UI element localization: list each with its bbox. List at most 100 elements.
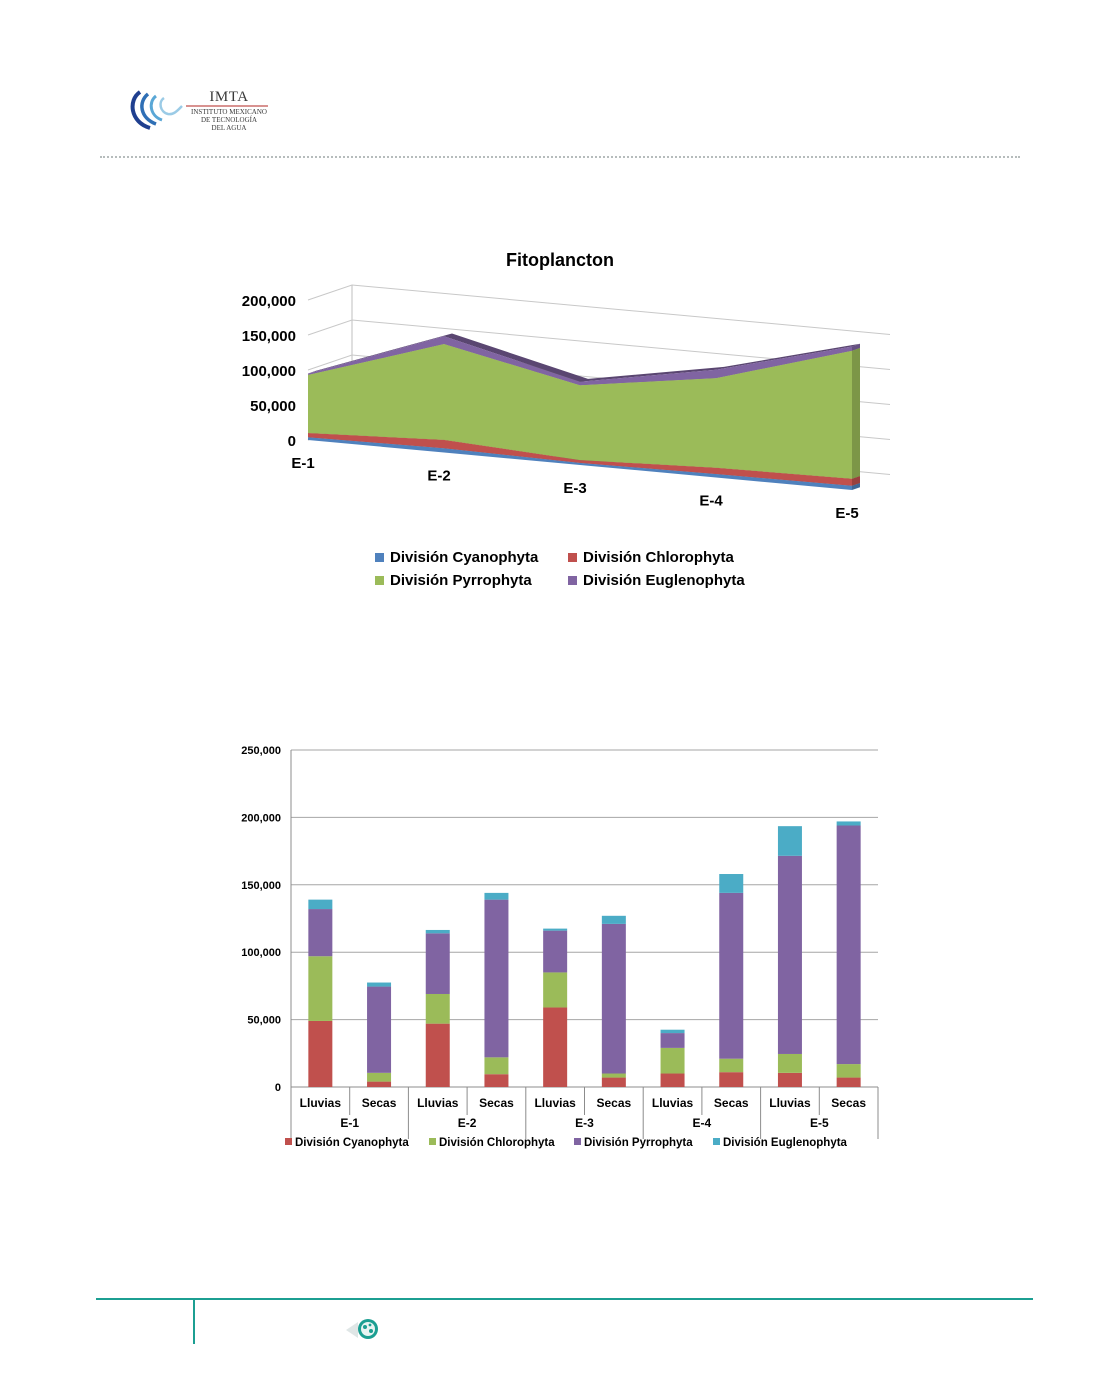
bar-segment: [425, 1023, 450, 1087]
area-end-face: [852, 483, 860, 490]
y-tick-label: 150,000: [242, 328, 296, 345]
x-tick-label: Secas: [831, 1096, 866, 1110]
x-tick-label: E-3: [563, 480, 586, 497]
gridline: [307, 284, 897, 336]
bar-segment: [777, 1053, 802, 1073]
legend-swatch: [285, 1138, 292, 1145]
legend-label: División Chlorophyta: [439, 1137, 555, 1149]
bar-segment: [484, 899, 509, 1058]
legend-item: División Euglenophyta: [713, 1137, 848, 1149]
bar-segment: [601, 915, 626, 924]
y-tick-labels: 200,000 150,000 100,000 50,000 0: [242, 293, 296, 450]
legend-swatch: [574, 1138, 581, 1145]
bar-segment: [367, 982, 392, 987]
legend-swatch: [568, 576, 577, 585]
gridline: [307, 319, 897, 371]
bar-segment: [484, 1057, 509, 1075]
x-tick-label: Secas: [479, 1096, 514, 1110]
bar-segment: [484, 892, 509, 900]
legend-swatch: [429, 1138, 436, 1145]
y-tick-label: 200,000: [242, 293, 296, 310]
area-chart-3d-svg: Fitoplancton 200,000 150,000 100,000 50,000…: [242, 250, 897, 589]
bar-segment: [719, 892, 744, 1059]
bar-segment: [836, 825, 861, 1065]
y-tick-label: 100,000: [241, 947, 281, 959]
footer-margin-bar: [193, 1299, 195, 1344]
x-tick-labels: E-1 E-2 E-3 E-4 E-5: [291, 455, 858, 522]
x-tick-labels: Lluvias Secas Lluvias Secas Lluvias Secas Lluv…: [300, 1087, 879, 1139]
legend-label: División Euglenophyta: [583, 572, 745, 589]
bar-segment: [777, 1072, 802, 1087]
bar-segment: [777, 855, 802, 1054]
bar-segment: [836, 1077, 861, 1087]
legend-label: División Pyrrophyta: [584, 1137, 693, 1149]
bar-segment: [719, 1072, 744, 1087]
x-tick-label: Lluvias: [300, 1096, 342, 1110]
bar-segment: [308, 899, 333, 910]
y-tick-label: 200,000: [241, 812, 281, 824]
area-end-face: [852, 347, 860, 479]
area-chart-3d: Fitoplancton 200,000 150,000 100,000 50,000…: [220, 240, 897, 610]
legend-item: División Chlorophyta: [429, 1137, 555, 1149]
imta-logo: [126, 86, 276, 136]
bar-segment: [425, 933, 450, 994]
x-tick-label: E-5: [835, 505, 858, 522]
x-tick-label: E-1: [291, 455, 314, 472]
bar-segment: [601, 1077, 626, 1087]
logo-subtitle-line1: INSTITUTO MEXICANO: [191, 108, 267, 116]
x-tick-label: Secas: [362, 1096, 397, 1110]
bar-segment: [308, 956, 333, 1021]
y-tick-label: 100,000: [242, 363, 296, 380]
bar-segment: [836, 1064, 861, 1078]
bar-segment: [425, 993, 450, 1024]
footer-divider: [96, 1298, 1033, 1300]
group-label: E-5: [810, 1116, 829, 1130]
x-tick-label: Lluvias: [652, 1096, 694, 1110]
area-end-face: [852, 343, 860, 351]
bar-segment: [484, 1074, 509, 1087]
bar-segment: [543, 972, 568, 1008]
area-front-face: [308, 433, 852, 486]
area-front-face: [308, 344, 852, 479]
bar-segment: [660, 1033, 685, 1048]
bar-segment: [543, 928, 568, 931]
area-series-división-pyrrophyta: [308, 341, 860, 479]
globe-icon: [346, 1319, 378, 1339]
group-label: E-4: [693, 1116, 712, 1130]
bar-segment: [367, 1081, 392, 1087]
bar-segment: [777, 826, 802, 856]
logo-subtitle-line2: DE TECNOLOGÍA: [200, 116, 258, 124]
legend-item: División Euglenophyta: [568, 572, 745, 589]
x-tick-label: E-2: [427, 468, 450, 485]
chart-legend: División Cyanophyta División Chlorophyta D…: [285, 1137, 848, 1149]
bar-segment: [308, 909, 333, 957]
area-front-face: [308, 336, 852, 386]
bar-segment: [836, 821, 861, 826]
legend-swatch: [375, 553, 384, 562]
legend-item: División Cyanophyta: [285, 1137, 409, 1149]
group-label: E-2: [458, 1116, 477, 1130]
bar-segment: [425, 929, 450, 934]
area-front-face: [308, 437, 852, 490]
chart-legend: División Cyanophyta División Chlorophyta D…: [375, 549, 745, 589]
legend-swatch: [568, 553, 577, 562]
x-tick-label: Lluvias: [534, 1096, 576, 1110]
bar-segment: [601, 1073, 626, 1078]
logo-name: IMTA: [209, 89, 249, 105]
legend-swatch: [713, 1138, 720, 1145]
bar-segment: [660, 1029, 685, 1034]
bar-segment: [719, 874, 744, 893]
header-divider: [100, 156, 1020, 158]
x-tick-label: Lluvias: [769, 1096, 811, 1110]
legend-item: División Pyrrophyta: [574, 1137, 693, 1149]
stacked-bar-chart: 250,000 200,000 150,000 100,000 50,000 0 Lluv…: [225, 735, 890, 1160]
y-tick-label: 50,000: [250, 398, 296, 415]
bar-segment: [719, 1058, 744, 1073]
bar-series: [308, 821, 861, 1087]
bar-segment: [367, 986, 392, 1073]
legend-label: División Pyrrophyta: [390, 572, 532, 589]
y-tick-label: 50,000: [247, 1015, 281, 1027]
legend-label: División Cyanophyta: [295, 1137, 409, 1149]
group-label: E-1: [340, 1116, 359, 1130]
legend-label: División Chlorophyta: [583, 549, 735, 566]
